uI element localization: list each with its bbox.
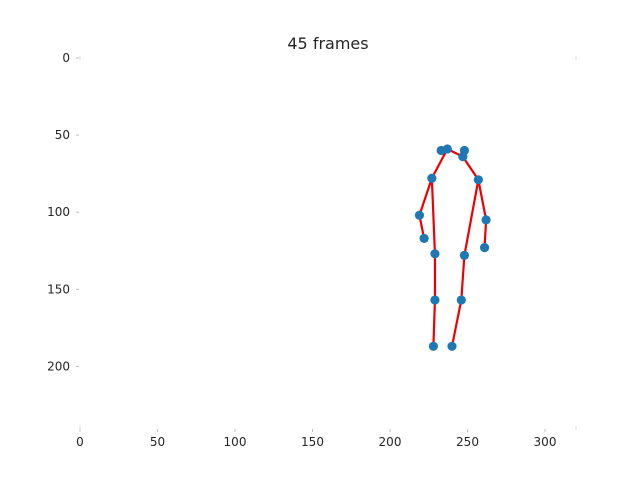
keypoint [427,173,437,183]
x-tick-label: 50 [150,435,165,449]
chart-title: 45 frames [287,34,368,53]
y-tick-label: 100 [47,205,70,219]
keypoint [473,175,483,185]
keypoint [447,341,457,351]
keypoints [414,144,491,351]
keypoint [479,243,490,253]
keypoint [458,152,468,162]
x-tick-label: 100 [224,435,247,449]
keypoint [414,210,425,220]
y-tick-label: 0 [62,51,70,65]
skeleton-segment [463,178,480,257]
skeleton-segment [450,298,463,348]
keypoint [442,144,452,154]
keypoint [481,215,491,225]
x-tick-label: 150 [301,435,324,449]
skeleton-segment [460,254,466,302]
x-tick-label: 300 [534,435,557,449]
skeleton-segment [477,178,488,221]
keypoint [459,250,469,260]
axes: 0 50 100 150 200 0 50 100 150 200 250 300 [47,51,577,449]
x-tick-label: 0 [76,435,84,449]
y-tick-label: 50 [55,128,70,142]
keypoint [430,295,440,305]
skeleton-segment [461,155,480,181]
skeleton-segment [430,147,449,180]
skeleton-segment [483,218,488,249]
x-tick-label: 200 [379,435,402,449]
x-tick-label: 250 [456,435,479,449]
keypoint [456,295,466,305]
skeleton-lines [418,147,488,348]
keypoint [419,233,429,243]
skeleton-segment [418,177,433,217]
skeleton-segment [430,177,437,255]
y-tick-label: 200 [47,359,70,373]
skeleton-segment [432,298,437,348]
keypoint [428,341,438,351]
y-tick-label: 150 [47,282,70,296]
keypoint [430,249,440,259]
